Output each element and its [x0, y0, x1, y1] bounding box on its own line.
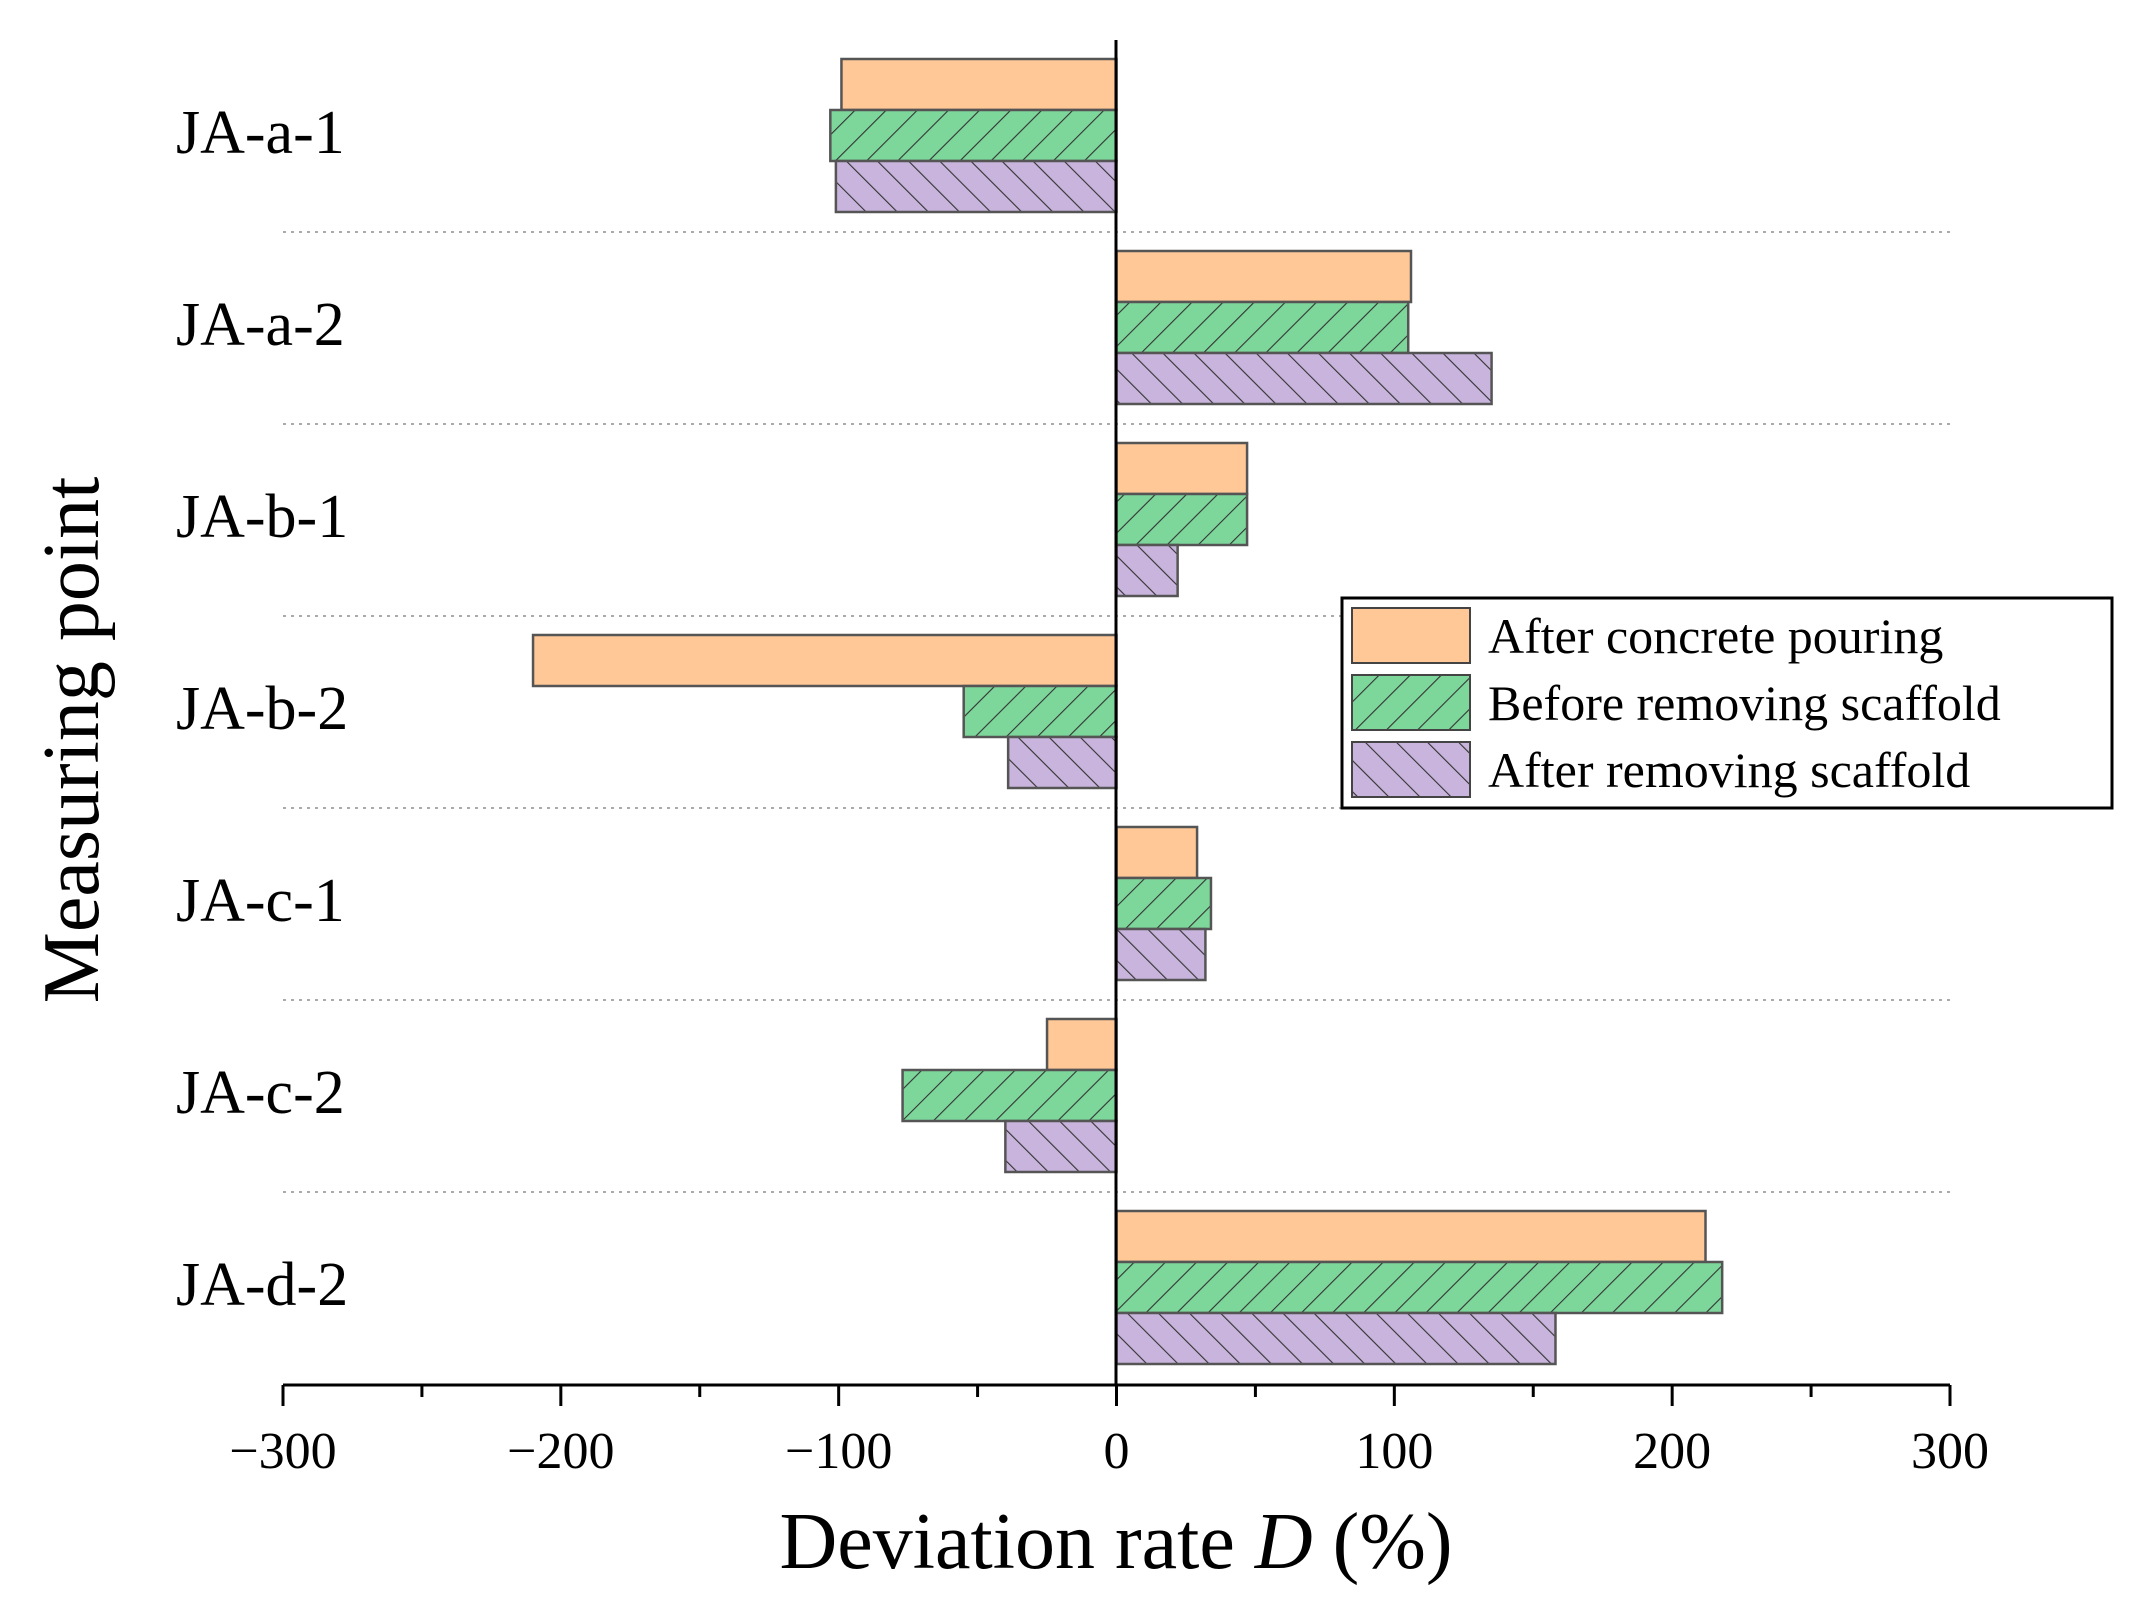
legend-label-after-removing-scaffold: After removing scaffold	[1488, 742, 1970, 798]
category-label: JA-d-2	[176, 1251, 348, 1319]
legend-swatch-before-removing-scaffold	[1351, 674, 1471, 731]
bar-ja-a-2-after-removing-scaffold	[1115, 351, 1493, 406]
bar-ja-c-1-after-concrete-pouring	[1115, 825, 1199, 880]
bar-ja-d-2-after-concrete-pouring	[1115, 1209, 1707, 1264]
bar-ja-a-1-after-removing-scaffold	[834, 159, 1118, 214]
category-label: JA-a-1	[176, 99, 345, 167]
bar-ja-c-1-after-removing-scaffold	[1115, 927, 1207, 982]
y-axis-title: Measuring point	[28, 477, 116, 1004]
bar-ja-b-2-before-removing-scaffold	[962, 684, 1118, 739]
x-tick-label: −300	[229, 1423, 336, 1480]
category-labels: JA-a-1 JA-a-2 JA-b-1 JA-b-2 JA-c-1 JA-c-2 JA-d…	[176, 99, 348, 1319]
x-tick-label: 0	[1104, 1423, 1130, 1480]
category-label: JA-c-2	[176, 1059, 345, 1127]
legend-swatch-after-removing-scaffold	[1351, 741, 1471, 798]
bars	[531, 57, 1724, 1366]
bar-ja-b-1-after-concrete-pouring	[1115, 441, 1249, 496]
bar-ja-c-1-before-removing-scaffold	[1115, 876, 1213, 931]
category-label: JA-a-2	[176, 291, 345, 359]
bar-ja-d-2-before-removing-scaffold	[1115, 1260, 1724, 1315]
legend-label-after-concrete-pouring: After concrete pouring	[1488, 608, 1943, 664]
x-tick-label: 300	[1911, 1423, 1989, 1480]
bar-ja-c-2-after-concrete-pouring	[1045, 1017, 1118, 1072]
category-label: JA-b-2	[176, 675, 348, 743]
x-tick-label: 100	[1355, 1423, 1433, 1480]
bar-ja-a-1-after-concrete-pouring	[840, 57, 1118, 112]
bar-ja-b-2-after-removing-scaffold	[1006, 735, 1118, 790]
x-tick-label: −100	[785, 1423, 892, 1480]
x-axis-title: Deviation rate D (%)	[779, 1498, 1452, 1586]
category-label: JA-c-1	[176, 867, 345, 935]
legend: After concrete pouring Before removing s…	[1340, 596, 2114, 810]
legend-label-before-removing-scaffold: Before removing scaffold	[1488, 675, 2001, 731]
bar-ja-a-2-before-removing-scaffold	[1115, 300, 1410, 355]
bar-ja-c-2-after-removing-scaffold	[1004, 1119, 1118, 1174]
bar-ja-a-1-before-removing-scaffold	[829, 108, 1118, 163]
bar-ja-c-2-before-removing-scaffold	[901, 1068, 1118, 1123]
bar-ja-b-1-before-removing-scaffold	[1115, 492, 1249, 547]
bar-ja-b-1-after-removing-scaffold	[1115, 543, 1179, 598]
bar-ja-a-2-after-concrete-pouring	[1115, 249, 1413, 304]
x-tick-label: −200	[507, 1423, 614, 1480]
bar-ja-b-2-after-concrete-pouring	[531, 633, 1118, 688]
category-label: JA-b-1	[176, 483, 348, 551]
x-tick-label: 200	[1633, 1423, 1711, 1480]
legend-swatch-after-concrete-pouring	[1351, 607, 1471, 664]
bar-ja-d-2-after-removing-scaffold	[1115, 1311, 1557, 1366]
x-ticks: −300 −200 −100 0 100 200 300	[229, 1385, 1989, 1480]
